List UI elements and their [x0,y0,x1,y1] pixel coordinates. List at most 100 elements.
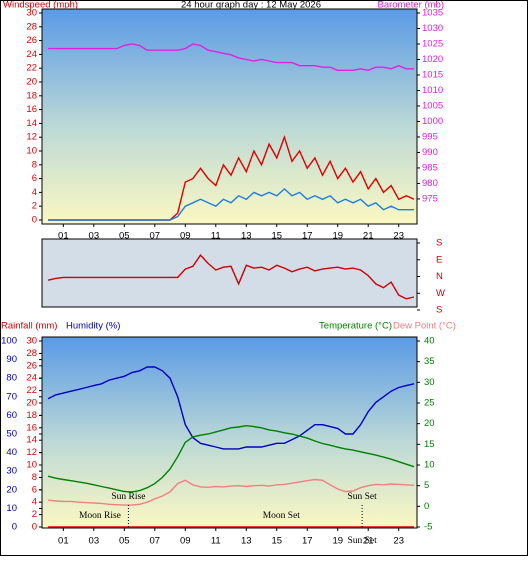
y-tick-label: 26 [26,35,37,46]
y-tick-label: E [436,254,442,265]
y-tick-label: 2 [32,201,37,212]
y2-tick-label: 995 [422,131,438,142]
y3-tick-label: 6 [32,484,37,495]
y-tick-label: 12 [26,132,37,143]
y-tick-label: S [436,305,442,316]
series-label: Rainfall (mm) [1,321,57,332]
x-tick-label: 19 [332,231,343,242]
series-line [47,424,415,493]
series-line [47,366,415,450]
y2-tick-label: 20 [424,418,435,429]
series-line [48,43,414,72]
x-tick-label: 21 [363,231,374,242]
y-tick-label: 60 [6,410,17,421]
y2-tick-label: 985 [422,162,438,173]
y-tick-label: 10 [26,146,37,157]
y2-tick-label: 35 [424,356,435,367]
y-tick-label: 20 [6,484,17,495]
series-label: Humidity (%) [66,321,120,332]
y3-tick-label: 2 [32,509,37,520]
y-tick-label: 80 [6,373,17,384]
y3-tick-label: 8 [32,472,37,483]
x-tick-label: 21 [363,536,374,547]
y-tick-label: 14 [26,118,37,129]
series-line [47,253,415,300]
x-tick-label: 11 [211,231,221,242]
y3-tick-label: 4 [32,497,37,508]
y2-tick-label: -5 [424,522,432,533]
y2-tick-label: 1035 [422,8,443,19]
x-tick-label: 19 [332,536,343,547]
y-tick-label: 90 [6,354,17,365]
x-tick-label: 03 [89,536,100,547]
y3-tick-label: 24 [26,373,37,384]
x-tick-label: 09 [180,536,191,547]
x-tick-label: 07 [150,231,161,242]
y2-tick-label: 980 [422,178,438,189]
x-tick-label: 03 [89,231,100,242]
x-tick-label: 23 [393,231,404,242]
y3-tick-label: 28 [26,348,37,359]
y2-tick-label: 30 [424,377,435,388]
annotation: Sun Set [347,536,377,546]
y2-tick-label: 975 [422,193,438,204]
y-tick-label: 6 [32,173,37,184]
x-tick-label: 05 [119,536,130,547]
y3-tick-label: 10 [26,460,37,471]
y2-tick-label: 1005 [422,100,443,111]
y3-tick-label: 14 [26,435,37,446]
y3-tick-label: 26 [26,360,37,371]
y-tick-label: 0 [32,215,37,226]
y-tick-label: 28 [26,21,37,32]
y-tick-label: 8 [32,159,37,170]
y-tick-label: 22 [26,63,37,74]
y-tick-label: 10 [6,503,17,514]
x-tick-label: 23 [393,536,404,547]
y2-tick-label: 10 [424,460,435,471]
y2-tick-label: 1000 [422,116,443,127]
y-tick-label: 40 [6,447,17,458]
y-tick-label: 24 [26,49,37,60]
y-tick-label: N [436,271,443,282]
y3-tick-label: 18 [26,410,37,421]
annotation: Sun Set [347,492,377,502]
series-label: Barometer (mb) [377,0,444,11]
y-tick-label: 20 [26,77,37,88]
annotation: Sun Rise [111,492,145,502]
y2-tick-label: 1015 [422,69,443,80]
y-tick-label: 16 [26,104,37,115]
x-tick-label: 05 [119,231,130,242]
y2-tick-label: 1010 [422,85,443,96]
y-tick-label: 100 [1,336,17,347]
y-tick-label: W [436,288,445,299]
x-tick-label: 17 [302,231,313,242]
x-tick-label: 01 [58,536,69,547]
y2-tick-label: 15 [424,439,435,450]
plot-area [41,8,418,225]
x-tick-label: 09 [180,231,191,242]
y3-tick-label: 12 [26,447,37,458]
x-tick-label: 13 [241,536,252,547]
y2-tick-label: 25 [424,398,435,409]
y-tick-label: 30 [6,466,17,477]
y-tick-label: S [436,238,442,249]
y-tick-label: 70 [6,391,17,402]
y3-tick-label: 30 [26,336,37,347]
y-tick-label: 30 [26,8,37,19]
y-tick-label: 4 [32,187,37,198]
plot-area [41,238,418,308]
y-tick-label: 0 [12,522,17,533]
series-label: Windspeed (mph) [3,0,78,11]
series-label: Temperature (°C) [319,321,392,332]
x-tick-label: 17 [302,536,313,547]
y2-tick-label: 990 [422,147,438,158]
annotation: Moon Rise [79,511,121,521]
y3-tick-label: 16 [26,422,37,433]
x-tick-label: 01 [58,231,69,242]
x-tick-label: 07 [150,536,161,547]
y2-tick-label: 5 [424,480,429,491]
y-tick-label: 50 [6,429,17,440]
x-tick-label: 15 [271,536,282,547]
x-tick-label: 11 [211,536,221,547]
